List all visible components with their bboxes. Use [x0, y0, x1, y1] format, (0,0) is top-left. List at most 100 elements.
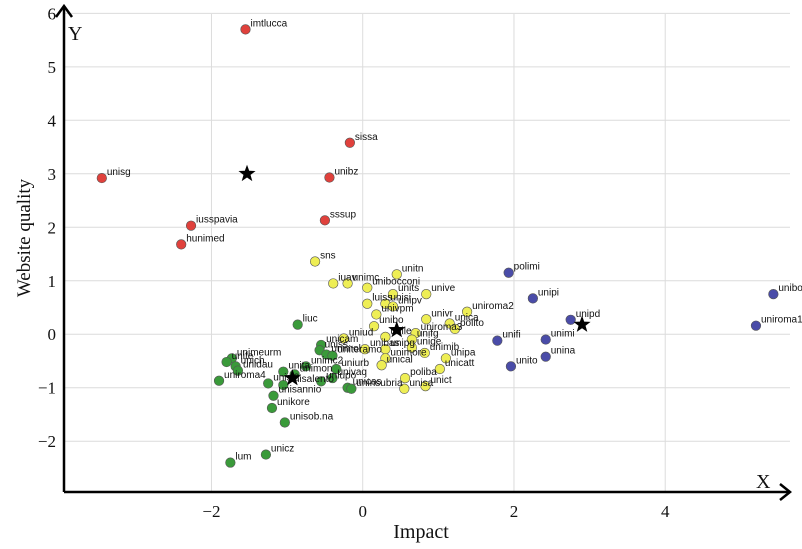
point-label: sssup — [330, 209, 357, 220]
data-point-red — [176, 239, 187, 250]
point-label: unipi — [538, 287, 559, 298]
data-point-yellow — [342, 278, 353, 289]
point-label: luiss — [372, 293, 392, 304]
point-label: unicz — [271, 444, 294, 455]
y-tick-label: 1 — [48, 272, 57, 291]
y-tick-label: 4 — [48, 111, 57, 130]
data-point-blue — [540, 334, 551, 345]
point-label: unicas — [353, 377, 382, 388]
point-label: unimc — [353, 272, 380, 283]
data-point-yellow — [399, 372, 411, 384]
point-label: unita — [288, 361, 310, 372]
y-tick-label: 3 — [48, 165, 57, 184]
y-tick-label: −1 — [38, 379, 56, 398]
point-label: unikore — [277, 397, 310, 408]
point-label: unimol — [331, 344, 360, 355]
data-point-green — [266, 402, 278, 414]
point-label: univr — [431, 308, 453, 319]
data-point-yellow — [371, 309, 382, 320]
data-point-yellow — [362, 298, 373, 309]
point-label: units — [398, 283, 419, 294]
data-point-yellow — [368, 321, 380, 332]
point-label: poliba — [410, 367, 437, 378]
data-point-blue — [492, 335, 503, 346]
point-label: iusspavia — [196, 215, 238, 226]
point-label: unimc2 — [311, 355, 344, 366]
point-label: unipg — [390, 338, 414, 349]
axis-titles: Impact Website quality X Y — [14, 23, 771, 543]
x-tick-label: 2 — [510, 502, 519, 521]
y-axis-title: Website quality — [14, 178, 35, 297]
data-point-red — [185, 220, 197, 231]
point-label: unimore — [390, 347, 427, 358]
data-point-green — [346, 383, 357, 394]
data-point-yellow — [362, 282, 373, 293]
point-label: unibo — [379, 315, 404, 326]
data-point-yellow — [309, 256, 321, 267]
point-label: unich — [241, 355, 265, 366]
point-label: uniroma3 — [421, 322, 463, 333]
data-point-red — [240, 24, 251, 35]
point-label: unibo — [778, 283, 802, 294]
data-point-red — [324, 172, 335, 183]
point-label: hunimed — [186, 233, 224, 244]
data-point-blue — [768, 289, 779, 300]
point-label: unicam — [326, 334, 358, 345]
data-point-yellow — [440, 353, 452, 364]
data-point-yellow — [421, 314, 432, 325]
centroid-star — [388, 320, 406, 338]
x-tick-label: 0 — [358, 502, 367, 521]
data-point-green — [300, 361, 312, 372]
point-label: unisi — [390, 293, 411, 304]
data-point-yellow — [359, 344, 371, 355]
data-point-green — [327, 350, 338, 361]
point-label: unimeurm — [237, 347, 281, 358]
data-point-green — [263, 378, 274, 389]
data-point-green — [279, 417, 290, 428]
grid-lines — [64, 12, 790, 492]
point-label: unibz — [334, 167, 358, 178]
point-label: polito — [460, 318, 484, 329]
data-point-blue — [505, 361, 517, 372]
point-label: unisalento — [288, 374, 334, 385]
y-tick-label: 6 — [48, 4, 57, 23]
point-label: uniss — [325, 339, 348, 350]
data-point-green — [316, 376, 327, 387]
point-label: unifi — [502, 330, 520, 341]
x-axis-name: X — [756, 471, 771, 493]
data-point-yellow — [376, 360, 387, 371]
y-tick-label: 0 — [48, 325, 57, 344]
point-label: unisa — [409, 378, 433, 389]
point-label: uniupo — [326, 370, 356, 381]
data-point-yellow — [338, 333, 349, 344]
data-point-green — [327, 372, 338, 384]
point-label: unical — [387, 354, 413, 365]
point-labels: imtlucca sissa unisg unibz iusspavia sssup hun… — [107, 18, 802, 462]
point-label: unito — [516, 355, 538, 366]
centroid-star — [573, 315, 591, 332]
point-label: unisi2 — [273, 372, 300, 383]
data-point-blue — [565, 314, 576, 325]
data-point-green — [292, 319, 303, 330]
point-label: uniroma2 — [472, 301, 514, 312]
point-label: unidau — [243, 360, 273, 371]
point-label: sns — [320, 250, 336, 261]
point-label: uniroma1 — [761, 315, 802, 326]
data-point-green — [213, 375, 225, 386]
data-point-yellow — [406, 342, 417, 353]
point-label: uniud — [349, 328, 373, 339]
data-point-yellow — [387, 289, 399, 300]
data-point-green — [221, 356, 232, 368]
point-label: unict — [430, 375, 451, 386]
point-label: unicatt — [445, 358, 475, 369]
data-point-red — [319, 215, 331, 226]
x-tick-label: −2 — [202, 502, 220, 521]
data-point-yellow — [434, 363, 445, 375]
data-point-green — [268, 390, 279, 401]
point-label: unisannio — [278, 385, 321, 396]
data-point-yellow — [328, 278, 339, 289]
point-label: unipd — [576, 309, 600, 320]
y-tick-label: 5 — [48, 58, 57, 77]
data-point-red — [96, 172, 107, 184]
